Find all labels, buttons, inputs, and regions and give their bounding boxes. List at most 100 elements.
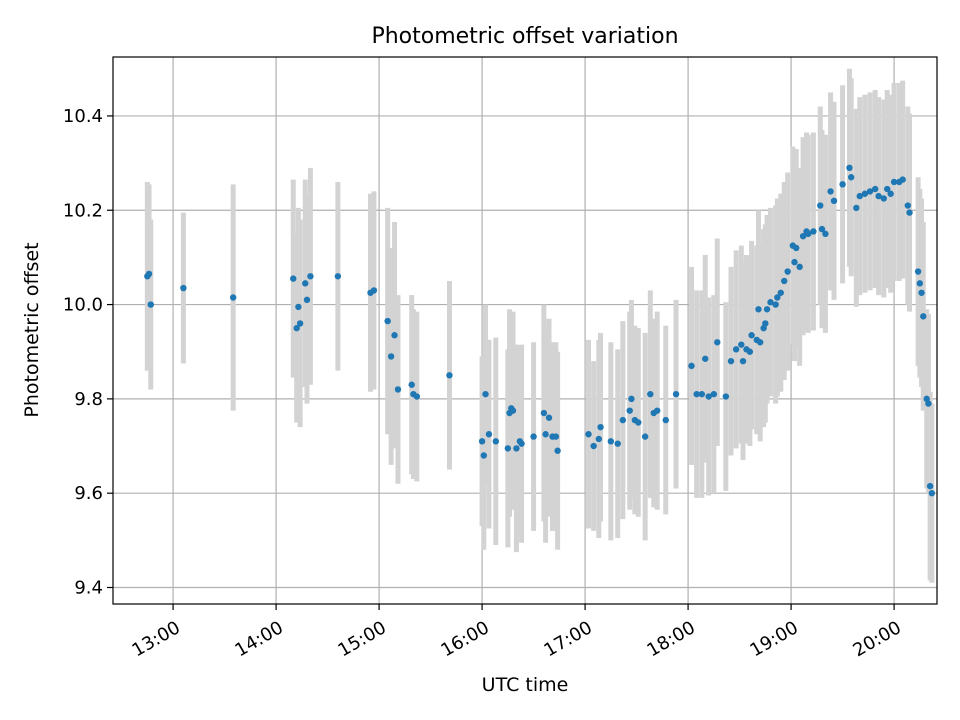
data-point bbox=[480, 452, 487, 459]
data-point bbox=[906, 209, 913, 216]
data-point bbox=[853, 204, 860, 212]
data-point bbox=[890, 178, 898, 186]
data-point bbox=[296, 320, 304, 327]
data-point bbox=[293, 324, 300, 332]
x-tick-label: 18:00 bbox=[644, 617, 699, 661]
chart-title: Photometric offset variation bbox=[371, 24, 678, 49]
x-tick-label: 15:00 bbox=[335, 617, 390, 661]
data-point bbox=[793, 244, 800, 252]
data-point bbox=[635, 419, 642, 426]
data-point bbox=[762, 320, 769, 327]
data-point bbox=[641, 433, 649, 440]
y-tick-label: 9.4 bbox=[74, 577, 103, 598]
error-bars bbox=[144, 68, 935, 583]
data-point bbox=[722, 393, 730, 400]
data-point bbox=[914, 268, 922, 275]
data-point bbox=[504, 445, 512, 452]
x-tick-label: 19:00 bbox=[747, 617, 802, 661]
data-point bbox=[698, 390, 706, 398]
data-point bbox=[928, 489, 936, 497]
data-point bbox=[856, 192, 863, 200]
data-point bbox=[772, 301, 779, 308]
data-point bbox=[545, 414, 553, 421]
data-point bbox=[628, 395, 635, 403]
data-point bbox=[653, 407, 661, 414]
y-tick-label: 10.2 bbox=[63, 200, 103, 221]
data-point bbox=[756, 339, 764, 346]
data-point bbox=[817, 202, 824, 209]
data-point bbox=[302, 280, 309, 287]
y-tick-label: 10.4 bbox=[63, 106, 103, 127]
data-point bbox=[509, 407, 517, 414]
data-point bbox=[408, 381, 415, 388]
data-point bbox=[818, 225, 826, 233]
data-point bbox=[710, 390, 718, 398]
data-point bbox=[767, 299, 774, 306]
data-point bbox=[478, 438, 486, 445]
data-point bbox=[746, 348, 754, 355]
data-point bbox=[799, 232, 807, 240]
x-tick-label: 17:00 bbox=[541, 617, 596, 661]
data-point bbox=[518, 440, 525, 447]
x-tick-label: 14:00 bbox=[232, 617, 287, 661]
data-point bbox=[805, 230, 812, 238]
data-point bbox=[619, 416, 627, 424]
data-point bbox=[446, 372, 453, 379]
data-point bbox=[384, 317, 391, 325]
data-point bbox=[229, 294, 237, 301]
data-point bbox=[748, 332, 755, 339]
data-point bbox=[585, 431, 592, 438]
data-point bbox=[732, 346, 740, 353]
data-point bbox=[370, 287, 378, 294]
data-point bbox=[662, 416, 669, 424]
data-point bbox=[884, 185, 891, 193]
x-tick-label: 16:00 bbox=[438, 617, 493, 661]
data-point bbox=[866, 188, 874, 195]
data-point bbox=[303, 296, 311, 304]
data-point bbox=[485, 431, 493, 438]
y-axis-ticks: 9.4 9.6 9.8 10.0 10.2 10.4 bbox=[63, 106, 113, 598]
data-point bbox=[899, 176, 906, 183]
data-point bbox=[607, 438, 615, 445]
data-point bbox=[887, 190, 894, 197]
data-point bbox=[847, 174, 855, 181]
data-point bbox=[590, 442, 597, 450]
x-axis-label: UTC time bbox=[482, 674, 569, 696]
x-tick-label: 13:00 bbox=[129, 617, 184, 661]
y-axis-label: Photometric offset bbox=[21, 242, 43, 417]
data-point bbox=[413, 393, 421, 400]
y-tick-label: 9.6 bbox=[74, 483, 103, 504]
plot-frame bbox=[112, 56, 938, 605]
data-point bbox=[796, 263, 803, 271]
data-point bbox=[387, 353, 395, 360]
data-point bbox=[295, 303, 302, 311]
data-point bbox=[791, 258, 798, 266]
data-point bbox=[672, 390, 680, 398]
data-point bbox=[784, 268, 791, 275]
data-point bbox=[540, 409, 548, 417]
data-point bbox=[688, 362, 695, 370]
data-point bbox=[180, 284, 187, 292]
data-point bbox=[705, 393, 712, 400]
data-point bbox=[755, 306, 762, 313]
data-point bbox=[920, 313, 927, 320]
data-point bbox=[738, 341, 745, 348]
data-points bbox=[144, 164, 936, 497]
data-point bbox=[904, 202, 912, 209]
data-point bbox=[739, 357, 747, 365]
data-point bbox=[839, 181, 846, 188]
y-tick-label: 10.0 bbox=[63, 295, 103, 316]
data-point bbox=[147, 301, 154, 308]
data-point bbox=[763, 306, 771, 313]
data-point bbox=[781, 277, 788, 285]
data-point bbox=[595, 435, 603, 443]
data-point bbox=[394, 386, 402, 393]
data-point bbox=[727, 357, 735, 365]
data-point bbox=[861, 190, 869, 197]
data-point bbox=[918, 289, 925, 296]
data-point bbox=[926, 482, 934, 490]
data-point bbox=[530, 433, 537, 440]
data-point bbox=[626, 407, 633, 414]
data-point bbox=[714, 339, 721, 346]
